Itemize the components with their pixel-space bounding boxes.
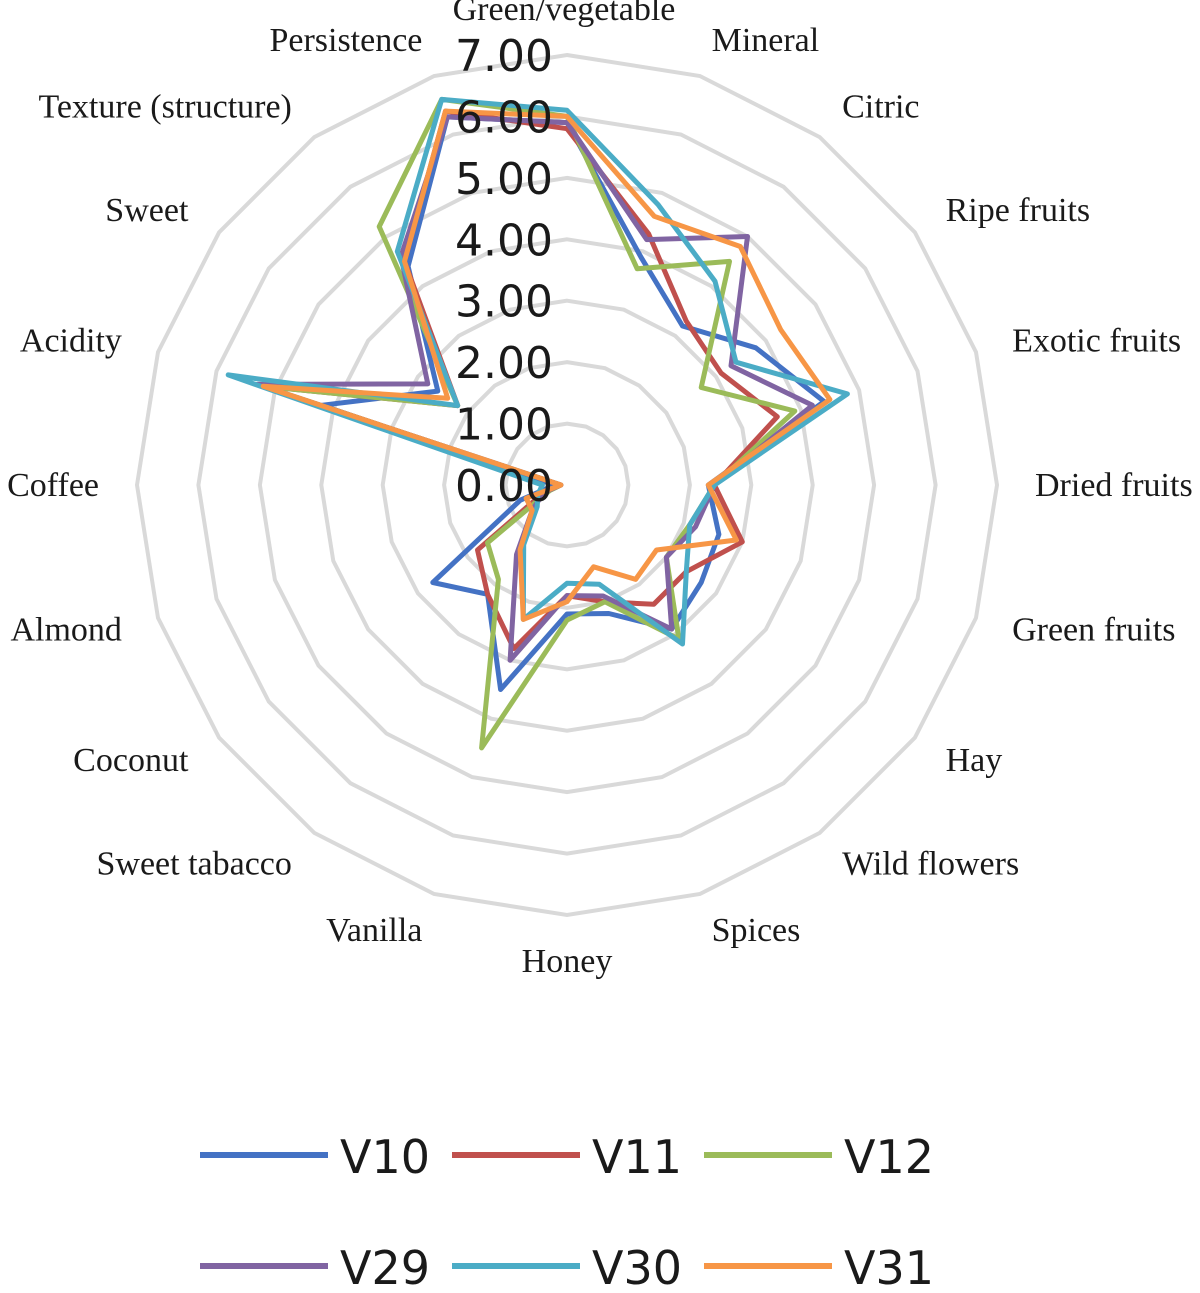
category-label: Persistence bbox=[269, 22, 422, 59]
legend-label: V11 bbox=[592, 1130, 682, 1184]
category-labels: Green/vegetable Mineral Citric Ripe fruits E… bbox=[7, 0, 1193, 980]
legend-label: V30 bbox=[592, 1241, 682, 1293]
category-label: Almond bbox=[10, 612, 121, 649]
category-label: Dried fruits bbox=[1035, 467, 1193, 504]
series-line-v29 bbox=[254, 114, 815, 663]
legend-label: V31 bbox=[844, 1241, 934, 1293]
tick-label: 1.00 bbox=[455, 400, 553, 451]
category-label: Spices bbox=[712, 912, 801, 949]
legend-label: V29 bbox=[340, 1241, 430, 1293]
legend-label: V12 bbox=[844, 1130, 934, 1184]
legend-item-v11: V11 bbox=[452, 1130, 682, 1184]
category-label: Green/vegetable bbox=[453, 0, 676, 28]
grid-ring bbox=[503, 421, 631, 549]
category-label: Exotic fruits bbox=[1012, 322, 1181, 359]
legend-label: V10 bbox=[340, 1130, 430, 1184]
grid-ring bbox=[196, 114, 938, 856]
grid-ring bbox=[257, 175, 877, 795]
legend-item-v30: V30 bbox=[452, 1241, 682, 1293]
category-label: Acidity bbox=[20, 322, 122, 359]
legend-item-v31: V31 bbox=[704, 1241, 934, 1293]
category-label: Wild flowers bbox=[842, 846, 1019, 883]
category-label: Hay bbox=[946, 742, 1003, 779]
legend-item-v12: V12 bbox=[704, 1130, 934, 1184]
category-label: Mineral bbox=[712, 22, 820, 59]
category-label: Coconut bbox=[73, 742, 189, 779]
category-label: Vanilla bbox=[326, 912, 422, 949]
chart-legend: V10 V11 V12 V29 V30 V31 bbox=[200, 1130, 934, 1293]
radar-grid bbox=[134, 52, 1000, 918]
category-label: Ripe fruits bbox=[946, 192, 1090, 229]
tick-label: 5.00 bbox=[455, 154, 553, 205]
tick-label: 6.00 bbox=[455, 92, 553, 143]
series-line-v31 bbox=[260, 108, 833, 622]
tick-label: 2.00 bbox=[455, 338, 553, 389]
grid-ring bbox=[442, 360, 692, 610]
series-line-v10 bbox=[319, 114, 827, 692]
tick-label: 0.00 bbox=[455, 461, 553, 512]
tick-label: 3.00 bbox=[455, 277, 553, 328]
category-label: Sweet tabacco bbox=[96, 846, 291, 883]
legend-item-v10: V10 bbox=[200, 1130, 430, 1184]
category-label: Coffee bbox=[7, 467, 99, 504]
grid-ring bbox=[134, 52, 1000, 918]
radar-series bbox=[225, 96, 850, 751]
category-label: Honey bbox=[522, 943, 613, 980]
category-label: Green fruits bbox=[1012, 612, 1175, 649]
legend-item-v29: V29 bbox=[200, 1241, 430, 1293]
category-label: Citric bbox=[842, 88, 919, 125]
tick-label: 4.00 bbox=[455, 215, 553, 266]
category-label: Sweet bbox=[105, 192, 189, 229]
category-label: Texture (structure) bbox=[38, 88, 291, 125]
tick-label: 7.00 bbox=[455, 31, 553, 82]
radial-tick-labels: 0.00 1.00 2.00 3.00 4.00 5.00 6.00 7.00 bbox=[455, 31, 553, 512]
